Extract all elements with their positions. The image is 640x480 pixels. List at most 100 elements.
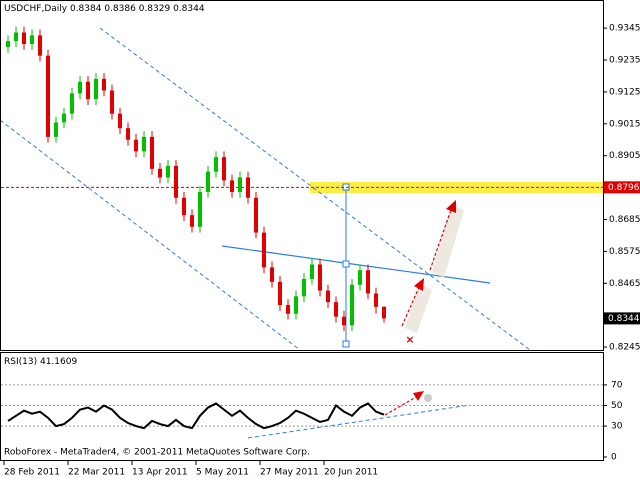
chart-header: USDCHF,Daily 0.8384 0.8386 0.8329 0.8344 bbox=[4, 4, 205, 14]
candle-body bbox=[70, 93, 74, 114]
candle-body bbox=[326, 290, 330, 303]
y-tick-label: 0.9345 bbox=[609, 24, 640, 34]
candle-body bbox=[222, 157, 226, 181]
candle-body bbox=[230, 180, 234, 192]
rsi-panel-frame bbox=[0, 352, 604, 461]
y-tick-label: 0.8905 bbox=[609, 151, 640, 161]
x-tick-label: 5 May 2011 bbox=[196, 468, 249, 478]
candle-body bbox=[366, 270, 370, 294]
candle-body bbox=[374, 293, 378, 307]
x-tick-label: 28 Feb 2011 bbox=[4, 468, 60, 478]
arrow-head bbox=[413, 391, 424, 401]
forecast-shadow bbox=[405, 283, 432, 333]
candle-body bbox=[54, 122, 58, 137]
candle-body bbox=[214, 157, 218, 172]
stop-mark: × bbox=[405, 333, 414, 346]
rsi-header: RSI(13) 41.1609 bbox=[4, 357, 77, 367]
y-tick-label: 50 bbox=[611, 401, 623, 411]
candle-body bbox=[118, 113, 122, 129]
candle-body bbox=[142, 136, 146, 152]
candle-body bbox=[246, 177, 250, 198]
level-label: 0.8796 bbox=[608, 183, 640, 193]
ohlc-open: 0.8384 bbox=[70, 4, 102, 14]
price-panel-frame bbox=[0, 0, 604, 351]
ohlc-close: 0.8344 bbox=[173, 4, 205, 14]
y-tick-label: 0.9235 bbox=[609, 56, 640, 66]
candle-body bbox=[310, 264, 314, 279]
ohlc-low: 0.8329 bbox=[139, 4, 171, 14]
arrow-head bbox=[446, 200, 456, 213]
rsi-last-value: 41.1609 bbox=[40, 357, 77, 367]
last-price-label: 0.8344 bbox=[608, 314, 640, 324]
projection-handle bbox=[342, 340, 350, 348]
candle-body bbox=[158, 168, 162, 178]
candle-body bbox=[38, 35, 42, 56]
footer: RoboForex - MetaTrader4, © 2001-2011 Met… bbox=[4, 448, 310, 458]
annotations: × bbox=[0, 27, 531, 439]
candle-body bbox=[286, 305, 290, 314]
forecast-arrow bbox=[401, 284, 421, 327]
forecast-arrow bbox=[429, 206, 453, 271]
level-label-bg bbox=[604, 181, 640, 194]
rsi-line bbox=[7, 402, 385, 430]
candle-body bbox=[86, 81, 90, 100]
candle-body bbox=[102, 78, 106, 91]
last-price-bg bbox=[604, 312, 640, 325]
candle-body bbox=[78, 81, 82, 94]
channel-upper bbox=[99, 27, 531, 351]
candle-body bbox=[62, 113, 66, 123]
y-tick-label: 0.9125 bbox=[609, 87, 640, 97]
candle-body bbox=[254, 197, 258, 233]
candle-body bbox=[190, 215, 194, 227]
candle-body bbox=[134, 139, 138, 152]
y-tick-label: 0.8575 bbox=[609, 247, 640, 257]
candle-body bbox=[238, 177, 242, 192]
y-tick-label: 0 bbox=[611, 453, 617, 463]
candle-body bbox=[382, 306, 386, 319]
neckline bbox=[221, 245, 491, 284]
candle-body bbox=[6, 41, 10, 47]
x-tick-label: 13 Apr 2011 bbox=[132, 468, 188, 478]
forecast-shadow bbox=[432, 205, 464, 278]
candle-body bbox=[278, 281, 282, 306]
rsi-forecast-arrow bbox=[384, 395, 419, 416]
candle-body bbox=[150, 136, 154, 169]
candle-body bbox=[334, 302, 338, 317]
candle-body bbox=[22, 32, 26, 45]
y-tick-label: 30 bbox=[611, 422, 623, 432]
y-tick-label: 0.8465 bbox=[609, 279, 640, 289]
y-tick-label: 70 bbox=[611, 380, 623, 390]
candle-body bbox=[174, 165, 178, 198]
candle-body bbox=[126, 128, 130, 140]
candle-body bbox=[342, 316, 346, 326]
candle-body bbox=[350, 284, 354, 326]
candle-body bbox=[206, 171, 210, 192]
y-tick-label: 0.8685 bbox=[609, 215, 640, 225]
candle-body bbox=[94, 78, 98, 100]
x-tick-label: 27 May 2011 bbox=[260, 468, 319, 478]
channel-lower bbox=[0, 119, 301, 351]
y-tick-label: 0.9015 bbox=[609, 119, 640, 129]
candle-body bbox=[198, 191, 202, 227]
y-tick-label: 0.8245 bbox=[609, 343, 640, 353]
x-tick-label: 20 Jun 2011 bbox=[324, 468, 378, 478]
ohlc-high: 0.8386 bbox=[104, 4, 136, 14]
candle-body bbox=[46, 55, 50, 137]
candle-body bbox=[30, 35, 34, 45]
forecast-point bbox=[424, 394, 432, 402]
arrow-head bbox=[414, 278, 424, 291]
candle-body bbox=[14, 32, 18, 42]
x-tick-label: 22 Mar 2011 bbox=[68, 468, 125, 478]
chart-title: USDCHF,Daily bbox=[4, 4, 68, 14]
candle-body bbox=[110, 90, 114, 114]
candle-body bbox=[318, 264, 322, 291]
candle-body bbox=[270, 267, 274, 282]
candle-body bbox=[166, 165, 170, 178]
candle-body bbox=[182, 197, 186, 216]
candle-body bbox=[262, 232, 266, 268]
rsi-trendline bbox=[247, 404, 471, 439]
candle-body bbox=[294, 296, 298, 314]
rsi-title: RSI(13) bbox=[4, 357, 37, 367]
